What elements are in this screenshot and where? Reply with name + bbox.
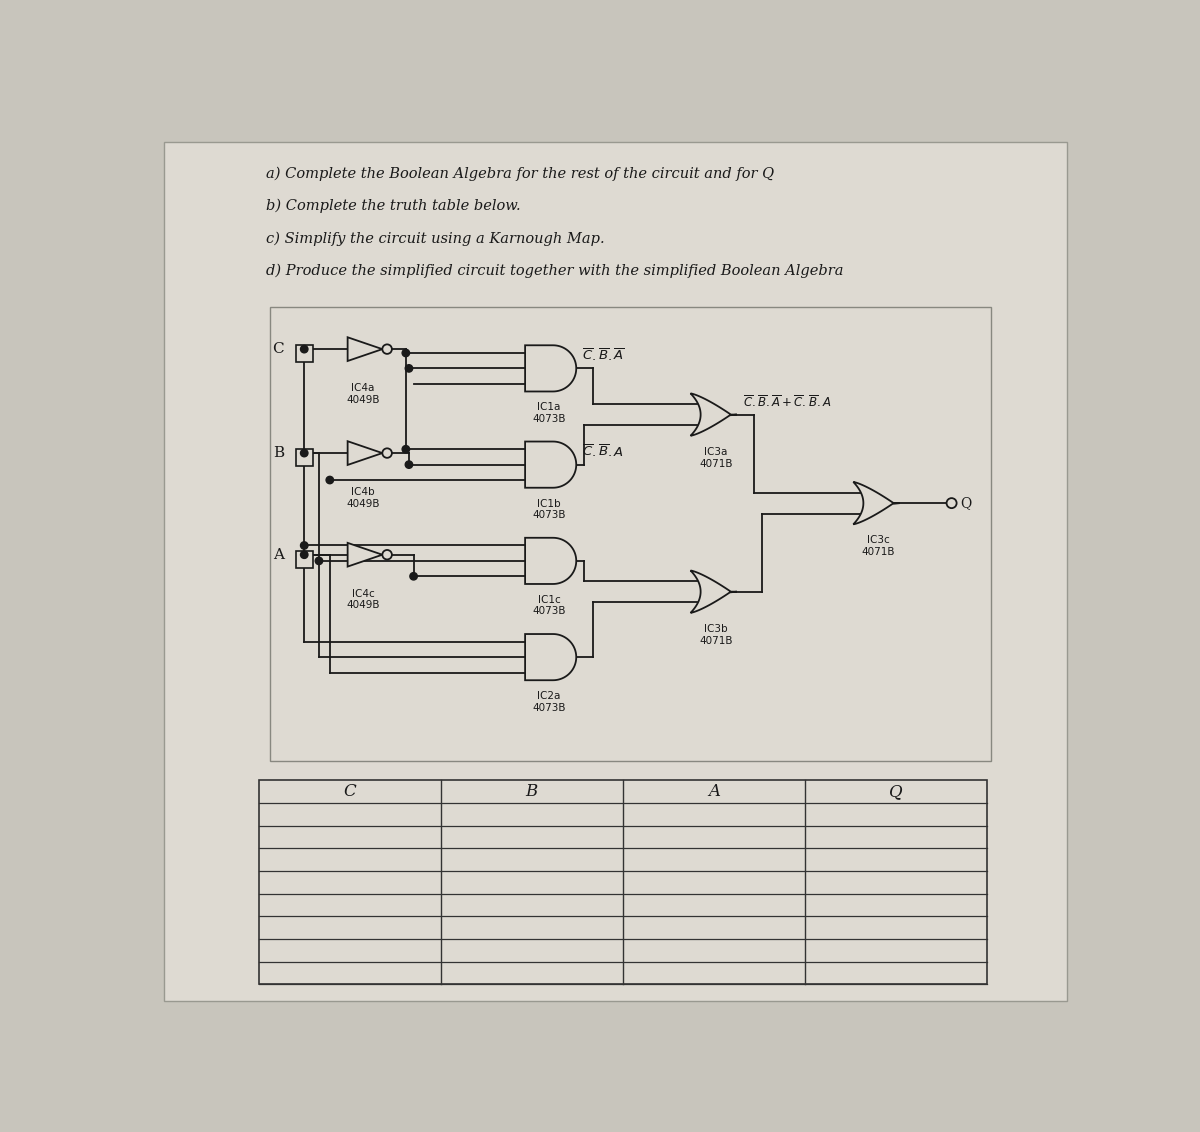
Polygon shape [690,571,737,612]
Bar [295,345,313,362]
Polygon shape [348,543,383,567]
Text: A: A [274,548,284,561]
Text: IC1c
4073B: IC1c 4073B [533,594,566,616]
Text: $\overline{C}.\overline{B}.\overline{A}+\overline{C}.\overline{B}.A$: $\overline{C}.\overline{B}.\overline{A}+… [743,394,832,410]
Bar [258,780,986,985]
Text: a) Complete the Boolean Algebra for the rest of the circuit and for Q: a) Complete the Boolean Algebra for the … [266,166,774,181]
Text: d) Produce the simplified circuit together with the simplified Boolean Algebra: d) Produce the simplified circuit togeth… [266,264,844,278]
Text: c) Simplify the circuit using a Karnough Map.: c) Simplify the circuit using a Karnough… [266,231,605,246]
Text: b) Complete the truth table below.: b) Complete the truth table below. [266,199,521,213]
Polygon shape [853,482,900,524]
Circle shape [326,477,334,483]
Text: IC4a
4049B: IC4a 4049B [347,383,380,404]
Text: IC1b
4073B: IC1b 4073B [533,498,566,520]
Circle shape [402,350,409,357]
Text: IC3b
4071B: IC3b 4071B [698,624,732,645]
Circle shape [383,344,392,354]
Text: IC4c
4049B: IC4c 4049B [347,589,380,610]
Polygon shape [526,634,576,680]
Text: Q: Q [889,783,902,800]
Bar [295,449,313,466]
Text: C: C [343,783,356,800]
Circle shape [406,365,413,372]
Circle shape [383,448,392,457]
Polygon shape [348,441,383,465]
Circle shape [300,345,308,353]
Polygon shape [526,441,576,488]
Text: IC1a
4073B: IC1a 4073B [533,402,566,423]
Text: $\overline{C}.\overline{B}.A$: $\overline{C}.\overline{B}.A$ [582,444,624,460]
Text: A: A [708,783,720,800]
Circle shape [410,573,418,580]
Text: IC2a
4073B: IC2a 4073B [533,691,566,713]
Text: IC3a
4071B: IC3a 4071B [698,447,732,469]
Text: Q: Q [960,496,971,511]
Text: $\overline{C}.\overline{B}.\overline{A}$: $\overline{C}.\overline{B}.\overline{A}$ [582,348,625,363]
Circle shape [300,542,308,549]
Text: B: B [526,783,538,800]
Circle shape [316,557,323,565]
Circle shape [300,551,308,558]
Text: C: C [272,342,284,357]
Text: B: B [272,446,284,460]
Polygon shape [526,538,576,584]
Circle shape [300,449,308,457]
Bar [295,551,313,568]
Circle shape [406,461,413,469]
Circle shape [402,446,409,453]
Polygon shape [526,345,576,392]
Circle shape [947,498,956,508]
Text: IC4b
4049B: IC4b 4049B [347,487,380,508]
Polygon shape [690,394,737,436]
Text: IC3c
4071B: IC3c 4071B [862,535,895,557]
Polygon shape [348,337,383,361]
FancyBboxPatch shape [164,142,1067,1002]
Circle shape [383,550,392,559]
